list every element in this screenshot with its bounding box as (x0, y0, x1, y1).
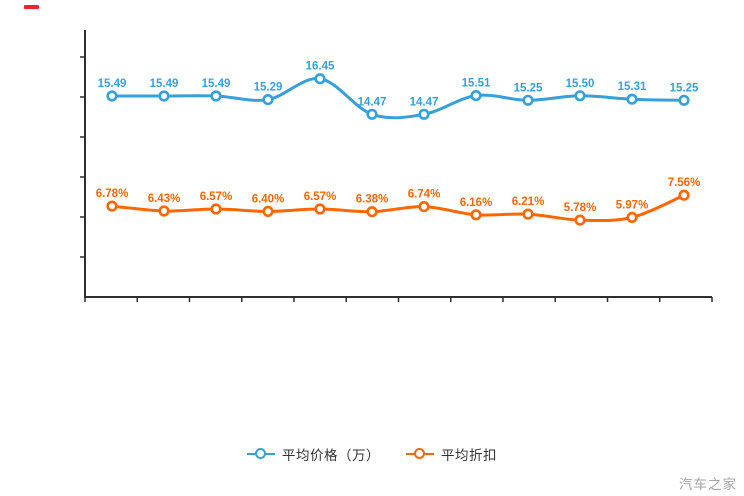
data-label: 15.51 (462, 78, 491, 90)
data-label: 6.57% (304, 191, 337, 203)
data-label: 15.25 (670, 82, 699, 94)
data-label: 16.45 (306, 61, 335, 73)
data-point (210, 203, 222, 215)
data-point (418, 201, 430, 213)
legend-item-average-discount: 平均折扣 (406, 444, 497, 464)
data-label: 15.50 (566, 78, 595, 90)
data-label: 6.38% (356, 194, 389, 206)
series-line-1 (110, 193, 686, 223)
data-point (678, 94, 690, 106)
data-label: 6.57% (200, 191, 233, 203)
data-point (522, 94, 534, 106)
data-point (470, 89, 482, 102)
data-point (522, 208, 534, 220)
data-label: 7.56% (668, 177, 701, 189)
data-label: 5.97% (616, 199, 649, 211)
data-label: 6.78% (96, 188, 129, 200)
data-label: 15.49 (150, 78, 179, 90)
data-point (262, 205, 274, 217)
data-label: 14.47 (358, 96, 387, 108)
data-label: 14.47 (410, 96, 439, 108)
data-label: 15.31 (618, 81, 647, 93)
data-point (158, 90, 170, 102)
data-label: 6.16% (460, 197, 493, 209)
data-point (574, 90, 586, 102)
data-point (626, 93, 638, 105)
legend-price-series-marker-icon (247, 448, 275, 461)
data-label: 15.29 (254, 82, 283, 94)
legend-item-average-price: 平均价格（万） (247, 444, 380, 464)
data-point (366, 206, 378, 218)
data-point (314, 73, 326, 85)
data-label: 15.49 (98, 78, 127, 90)
data-point (210, 90, 222, 102)
data-label: 6.40% (252, 193, 285, 205)
data-point (106, 200, 118, 212)
legend-label-average-price: 平均价格（万） (282, 448, 380, 463)
data-point (418, 108, 430, 120)
line-chart-canvas: 15.49 15.49 15.49 15.29 16.45 14.47 14.47 15.51… (80, 30, 713, 302)
watermark-autohome: 汽车之家 (679, 477, 737, 492)
data-label: 6.74% (408, 189, 441, 201)
data-label: 15.49 (202, 78, 231, 90)
data-label: 6.21% (512, 196, 545, 208)
legend-discount-series-marker-icon (406, 448, 434, 461)
data-point (574, 214, 586, 226)
series-line-0 (110, 77, 686, 120)
chart-legend: 平均价格（万） 平均折扣 (0, 441, 744, 467)
data-label: 5.78% (564, 202, 597, 214)
red-dash-mark (24, 5, 39, 9)
data-point (626, 211, 638, 223)
legend-label-average-discount: 平均折扣 (441, 448, 497, 463)
data-label: 6.43% (148, 193, 181, 205)
data-point (106, 90, 118, 102)
data-point (366, 108, 378, 120)
data-point (262, 93, 274, 106)
data-point (314, 203, 326, 215)
data-point (158, 205, 170, 217)
data-point (678, 189, 690, 201)
data-label: 15.25 (514, 82, 543, 94)
data-point (470, 209, 482, 221)
